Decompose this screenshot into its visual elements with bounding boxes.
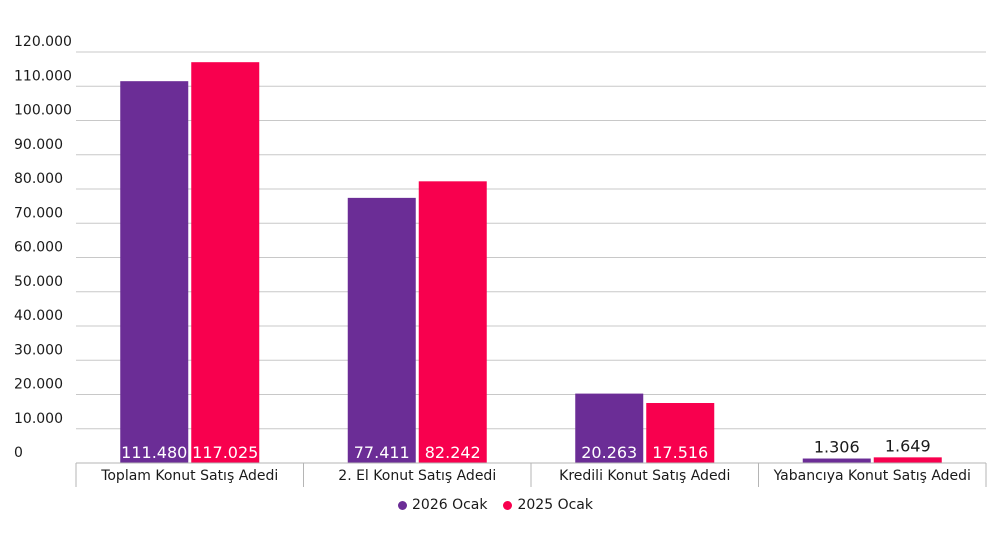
y-tick-label: 30.000 — [14, 342, 63, 358]
y-tick-label: 90.000 — [14, 137, 63, 153]
y-tick-label: 20.000 — [14, 377, 63, 393]
data-label: 1.306 — [814, 438, 860, 457]
bar — [418, 181, 487, 463]
y-tick-label: 0 — [14, 445, 23, 461]
category-label: 2. El Konut Satış Adedi — [338, 468, 496, 484]
bar — [646, 403, 715, 463]
y-tick-label: 110.000 — [14, 68, 72, 84]
data-label: 77.411 — [354, 443, 410, 462]
x-axis: Toplam Konut Satış Adedi 2. El Konut Satı… — [75, 462, 987, 487]
data-label: 117.025 — [192, 443, 258, 462]
category-label: Yabancıya Konut Satış Adedi — [773, 468, 971, 484]
data-label: 1.649 — [885, 436, 931, 455]
y-tick-label: 100.000 — [14, 103, 72, 119]
y-tick-label: 60.000 — [14, 240, 63, 256]
legend-item-2025: 2025 Ocak — [503, 497, 593, 513]
bar — [575, 393, 644, 463]
bar — [802, 458, 871, 463]
legend-dot-2025 — [503, 500, 513, 510]
y-tick-label: 120.000 — [14, 34, 72, 50]
data-label: 82.242 — [425, 443, 481, 462]
data-label: 17.516 — [652, 443, 708, 462]
legend-label-2025: 2025 Ocak — [517, 497, 593, 513]
y-tick-label: 40.000 — [14, 308, 63, 324]
legend-item-2026: 2026 Ocak — [398, 497, 487, 513]
category-label: Toplam Konut Satış Adedi — [100, 468, 278, 484]
bars: 111.480 117.025 77.411 82.242 20.263 17.516 1.… — [120, 62, 942, 464]
legend-dot-2026 — [398, 500, 407, 510]
y-tick-label: 10.000 — [14, 411, 63, 427]
y-tick-label: 70.000 — [14, 205, 63, 221]
data-label: 111.480 — [121, 443, 187, 462]
y-tick-label: 80.000 — [14, 171, 63, 187]
y-tick-label: 50.000 — [14, 274, 63, 290]
legend-label-2026: 2026 Ocak — [412, 497, 488, 513]
bar — [873, 457, 942, 463]
data-label: 20.263 — [581, 443, 637, 462]
legend: 2026 Ocak 2025 Ocak — [398, 497, 593, 513]
bar — [347, 197, 416, 464]
bar — [120, 81, 189, 463]
bar — [191, 62, 260, 464]
y-axis-ticks: 0 10.000 20.000 30.000 40.000 50.000 60.000 70.… — [14, 34, 72, 461]
category-label: Kredili Konut Satış Adedi — [559, 468, 730, 484]
